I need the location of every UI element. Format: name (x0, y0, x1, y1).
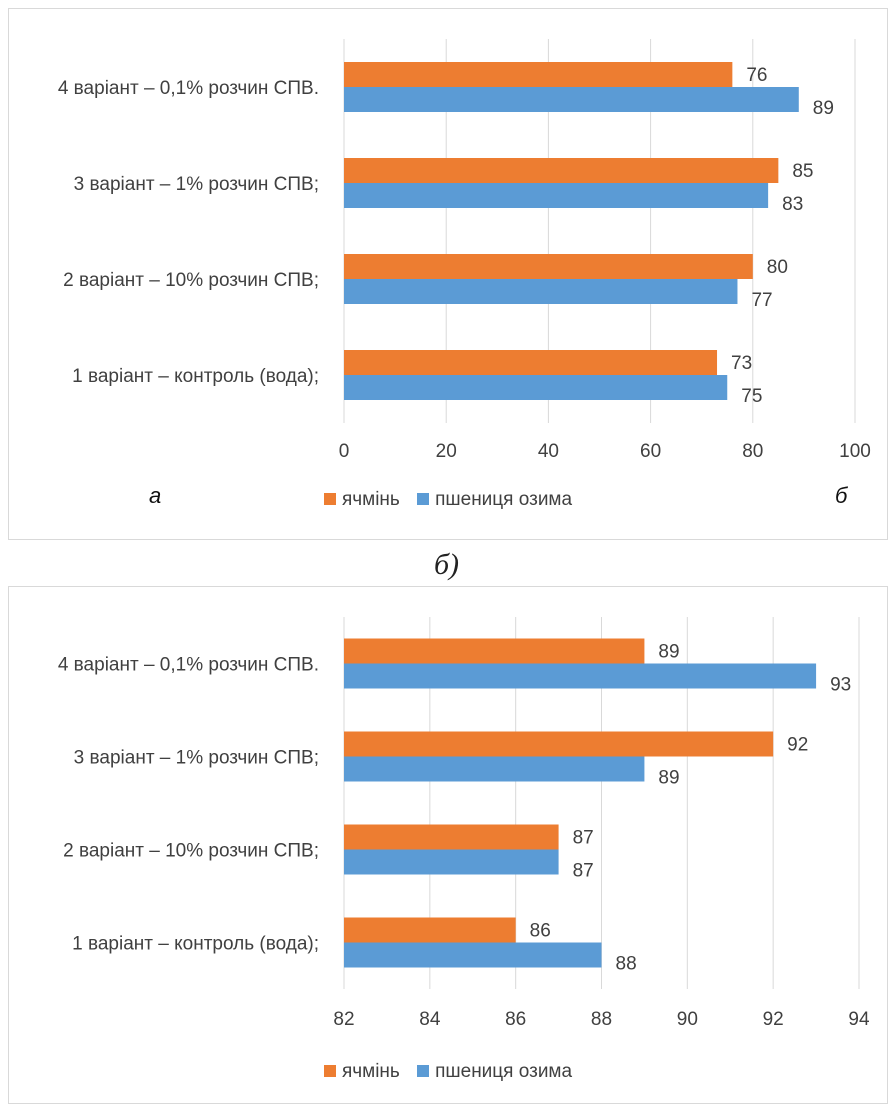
data-label: 92 (787, 735, 808, 756)
data-label: 87 (573, 861, 594, 882)
data-label: 89 (658, 768, 679, 789)
chart-panel-bottom: 82 84 86 88 90 92 94 1 варіант – контроль (вода… (8, 586, 888, 1104)
category-label: 2 варіант – 10% розчин СПВ; (63, 270, 319, 291)
bar-barley (344, 350, 718, 375)
data-label: 77 (751, 290, 772, 311)
bar-barley (344, 917, 516, 943)
chart-panel-top: 0 20 40 60 80 100 1 варіант – контроль (вода);… (8, 8, 888, 540)
bar-barley (344, 638, 645, 664)
x-tick-label: 0 (339, 441, 350, 462)
legend-swatch-wheat (417, 1064, 430, 1077)
bar-wheat (344, 942, 602, 968)
category-label: 1 варіант – контроль (вода); (72, 934, 319, 955)
bar-wheat (344, 756, 645, 782)
legend-swatch-barley (323, 1064, 336, 1077)
data-label: 73 (731, 353, 752, 374)
data-label: 88 (616, 954, 637, 975)
bar-wheat (344, 279, 738, 304)
bar-barley (344, 158, 779, 183)
legend-item-barley: ячмінь (323, 1061, 400, 1083)
legend-item-wheat: пшениця озима (417, 1061, 572, 1083)
x-tick-label: 60 (640, 441, 661, 462)
data-label: 80 (767, 257, 788, 278)
bar-wheat (344, 375, 728, 400)
x-tick-label: 86 (505, 1009, 526, 1030)
annotation-a: а (149, 483, 162, 508)
bar-wheat (344, 87, 799, 112)
legend-top: ячмінь пшениця озима (9, 489, 887, 511)
x-tick-label: 84 (419, 1009, 441, 1030)
category-label: 4 варіант – 0,1% розчин СПВ. (58, 655, 319, 676)
data-label: 85 (792, 161, 813, 182)
data-label: 93 (830, 675, 851, 696)
data-label: 75 (741, 386, 762, 407)
legend-label-barley: ячмінь (341, 489, 400, 510)
data-label: 89 (658, 642, 679, 663)
legend-swatch-wheat (417, 492, 430, 505)
data-label: 87 (573, 828, 594, 849)
x-tick-label: 94 (848, 1009, 870, 1030)
category-label: 3 варіант – 1% розчин СПВ; (74, 174, 319, 195)
legend-label-wheat: пшениця озима (435, 1061, 573, 1082)
category-label: 1 варіант – контроль (вода); (72, 366, 319, 387)
legend-item-barley: ячмінь (323, 489, 400, 511)
data-label: 76 (746, 65, 767, 86)
bar-wheat (344, 849, 559, 875)
annotation-b: б (835, 483, 848, 508)
bar-wheat (344, 663, 817, 689)
bar-wheat (344, 183, 769, 208)
data-label: 89 (813, 98, 834, 119)
bar-barley (344, 824, 559, 850)
legend-label-barley: ячмінь (341, 1061, 400, 1082)
bar-barley (344, 62, 733, 87)
chart-top-svg: 0 20 40 60 80 100 1 варіант – контроль (вода);… (58, 39, 871, 462)
data-label: 83 (782, 194, 803, 215)
x-tick-label: 80 (742, 441, 763, 462)
x-tick-label: 100 (839, 441, 871, 462)
x-tick-label: 82 (333, 1009, 354, 1030)
category-label: 2 варіант – 10% розчин СПВ; (63, 841, 319, 862)
figure-caption: б) (433, 548, 460, 581)
bar-barley (344, 254, 753, 279)
x-tick-label: 90 (677, 1009, 698, 1030)
legend-bottom: ячмінь пшениця озима (9, 1061, 887, 1083)
legend-swatch-barley (323, 492, 336, 505)
data-label: 86 (530, 921, 551, 942)
category-label: 4 варіант – 0,1% розчин СПВ. (58, 78, 319, 99)
x-tick-label: 92 (763, 1009, 784, 1030)
x-tick-label: 88 (591, 1009, 612, 1030)
category-label: 3 варіант – 1% розчин СПВ; (74, 748, 319, 769)
legend-item-wheat: пшениця озима (417, 489, 572, 511)
chart-bottom-svg: 82 84 86 88 90 92 94 1 варіант – контроль (вода… (58, 617, 870, 1030)
x-tick-label: 20 (436, 441, 457, 462)
x-tick-label: 40 (538, 441, 559, 462)
legend-label-wheat: пшениця озима (435, 489, 573, 510)
bar-barley (344, 731, 774, 757)
